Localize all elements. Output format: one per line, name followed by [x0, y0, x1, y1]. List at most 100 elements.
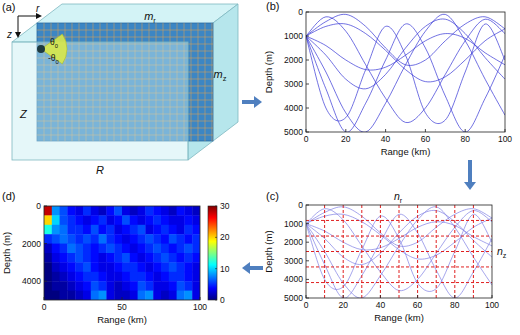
y-tick	[306, 260, 309, 261]
panel-0: 020406080100010002000300040005000Range (…	[263, 7, 512, 157]
heat-cell	[138, 291, 146, 300]
heat-cell	[184, 225, 192, 235]
heat-cell	[91, 234, 99, 244]
heat-cell	[130, 253, 138, 263]
colorbar: 0102030	[208, 201, 230, 305]
heat-cell	[67, 234, 75, 244]
heat-cell	[145, 215, 153, 225]
heat-cell	[99, 272, 107, 282]
heat-cell	[60, 206, 68, 216]
heat-cell	[169, 291, 177, 300]
heat-cell	[153, 262, 161, 272]
x-tick-label: 100	[485, 300, 499, 310]
heat-cell	[184, 262, 192, 272]
heat-cell	[91, 206, 99, 216]
x-tick-label: 80	[450, 300, 460, 310]
x-tick-label: 0	[42, 302, 47, 312]
heat-cell	[114, 253, 122, 263]
colorbar-tick	[215, 268, 217, 269]
heat-cell	[122, 225, 130, 235]
heat-cell	[114, 206, 122, 216]
heat-cell	[99, 225, 107, 235]
grid-line-range	[454, 205, 455, 298]
heat-cell	[192, 215, 200, 225]
x-axis-title: Range (km)	[374, 312, 424, 323]
plot-marks	[306, 205, 492, 298]
y-tick	[44, 281, 47, 282]
heat-cell	[114, 262, 122, 272]
heat-cell	[99, 253, 107, 263]
heat-cell	[44, 244, 52, 254]
heat-cell	[99, 206, 107, 216]
axis-r-label: r	[36, 3, 40, 14]
flow-arrow	[242, 96, 262, 108]
heat-cell	[91, 262, 99, 272]
y-tick-label: 4000	[22, 276, 41, 286]
heat-cell	[192, 206, 200, 216]
grid-line-range	[380, 205, 381, 298]
heat-cell	[75, 225, 83, 235]
heat-cell	[192, 291, 200, 300]
heat-cell	[52, 215, 60, 225]
heat-cell	[161, 262, 169, 272]
x-tick-label: 60	[413, 300, 423, 310]
grid-line-depth	[306, 282, 492, 283]
heat-cell	[44, 206, 52, 216]
x-tick-label: 0	[304, 134, 309, 144]
heat-cell	[122, 291, 130, 300]
heat-cell	[52, 272, 60, 282]
label-mr-sub: r	[153, 16, 156, 25]
x-axis-title: Range (km)	[97, 314, 147, 325]
heat-cell	[106, 281, 114, 291]
label-nz-sub: z	[503, 252, 507, 260]
plot-bg	[306, 205, 492, 298]
heat-cell	[153, 281, 161, 291]
heat-cell	[192, 253, 200, 263]
x-tick-label: 60	[421, 134, 431, 144]
heat-cell	[184, 244, 192, 254]
label-mz-base: m	[214, 68, 223, 80]
flow-arrow	[464, 160, 476, 190]
axis-z	[18, 16, 19, 34]
figure: θ0-θ0mrmzZRrz(a)020406080100010002000300…	[0, 0, 520, 335]
heat-cell	[161, 206, 169, 216]
x-tick	[343, 295, 344, 298]
heat-cell	[184, 291, 192, 300]
heat-cell	[184, 206, 192, 216]
heat-cell	[75, 253, 83, 263]
heat-cell	[75, 262, 83, 272]
heat-cell	[122, 244, 130, 254]
heat-cell	[177, 262, 185, 272]
heat-cell	[145, 291, 153, 300]
heat-cell	[138, 244, 146, 254]
heat-cell	[177, 206, 185, 216]
colorbar-tick-label: 30	[220, 201, 230, 211]
heat-cell	[67, 215, 75, 225]
label-nr: nr	[394, 190, 403, 205]
heat-cell	[75, 281, 83, 291]
colorbar-tick	[215, 237, 217, 238]
y-tick-label: 0	[36, 201, 41, 211]
heat-cell	[145, 281, 153, 291]
heat-cell	[145, 253, 153, 263]
colorbar-tick	[215, 300, 217, 301]
heat-cell	[106, 262, 114, 272]
axes: 020406080100010002000300040005000Range (…	[263, 200, 499, 323]
heat-cell	[184, 272, 192, 282]
axes: 050100020004000Range (km)Depth (m)	[1, 201, 207, 325]
y-tick	[306, 205, 309, 206]
heat-cell	[67, 281, 75, 291]
heat-cell	[44, 253, 52, 263]
y-tick	[44, 243, 47, 244]
x-tick	[44, 297, 45, 300]
source	[37, 45, 45, 53]
angle-down-sub: 0	[56, 59, 59, 65]
panel-a: θ0-θ0mrmzZRrz(a)	[2, 1, 238, 176]
label-nr-sub: r	[400, 197, 403, 205]
mesh-line	[37, 30, 213, 31]
heat-cell	[145, 262, 153, 272]
heat-cell	[192, 244, 200, 254]
y-tick	[306, 279, 309, 280]
heat-cell	[122, 234, 130, 244]
mesh-line	[198, 23, 199, 141]
